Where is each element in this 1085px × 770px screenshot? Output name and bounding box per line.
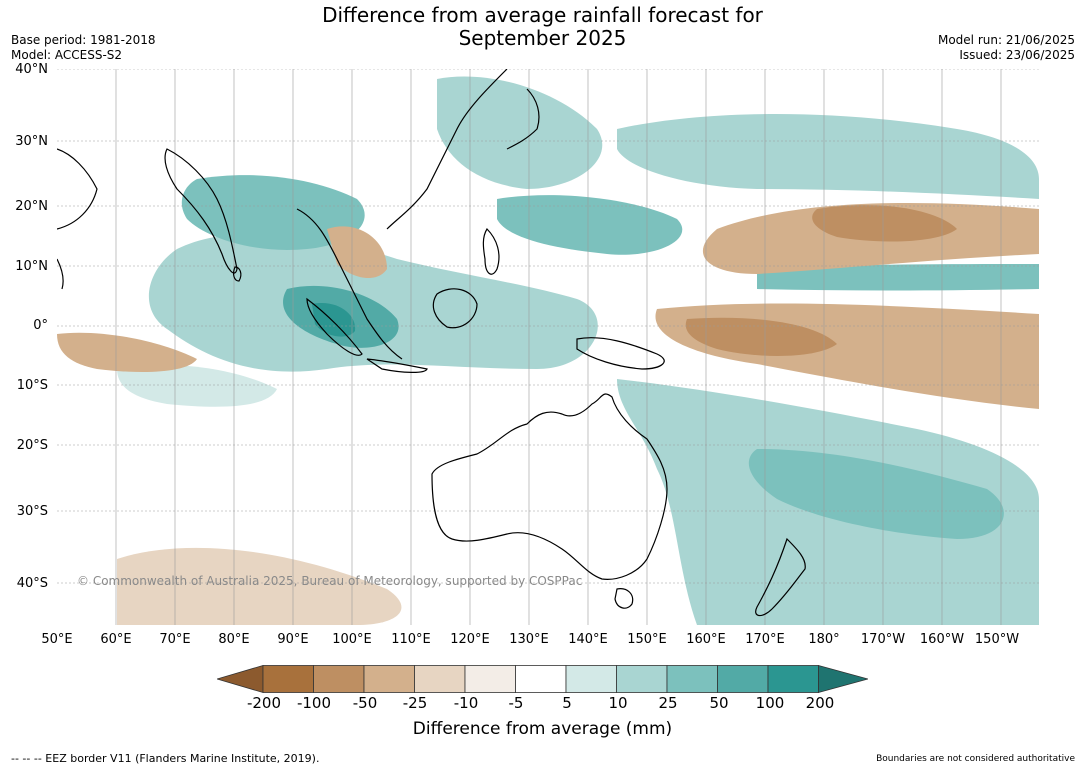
lon-label-60e: 60°E [100, 632, 132, 647]
dry-core-north-pacific [812, 205, 957, 242]
rainfall-map [57, 69, 1039, 625]
colorbar-segment [616, 665, 668, 693]
lon-label-120e: 120°E [450, 632, 490, 647]
lon-label-50e: 50°E [41, 632, 73, 647]
model-name: Model: ACCESS-S2 [11, 48, 123, 62]
meta-right: Model run: 21/06/2025 Issued: 23/06/2025 [938, 33, 1075, 63]
dry-region-indochina [327, 226, 387, 279]
model-run: Model run: 21/06/2025 [937, 33, 1075, 47]
colorbar-segment [262, 665, 314, 693]
china-coastline [386, 69, 508, 230]
dry-core-equatorial-pacific [685, 317, 837, 356]
boundaries-disclaimer: Boundaries are not considered authoritat… [876, 754, 1075, 764]
map-title-line1: Difference from average rainfall forecas… [322, 3, 763, 27]
legend-label-neg100: -100 [296, 694, 332, 712]
wet-core-southwest-pacific [748, 449, 1004, 539]
legend-colorbar [217, 665, 868, 694]
lat-label-10n: 10°N [15, 259, 48, 274]
southeast-asia-coastline [296, 208, 403, 360]
new-zealand-coastline [755, 537, 806, 617]
philippines-coastline [482, 228, 500, 275]
colorbar-segment [414, 665, 466, 693]
lon-label-70e: 70°E [159, 632, 191, 647]
borneo-coastline [432, 288, 478, 329]
lon-label-150w: 150°W [974, 632, 1020, 647]
legend-label-5: 5 [562, 694, 572, 712]
sumatra-coastline [306, 297, 363, 356]
legend-label-neg10: -10 [453, 694, 479, 712]
lat-label-30s: 30°S [16, 504, 48, 519]
colorbar-segment [363, 665, 415, 693]
colorbar-segment [313, 665, 365, 693]
lon-label-90e: 90°E [277, 632, 309, 647]
lat-label-30n: 30°N [15, 134, 48, 149]
india-coastline [164, 148, 238, 274]
dry-region-west-indian [57, 332, 197, 372]
lon-label-170e: 170°E [745, 632, 785, 647]
colorbar-segment [464, 665, 516, 693]
colorbar-segment [767, 665, 819, 693]
wet-band-equatorial-pacific [757, 264, 1039, 291]
java-coastline [366, 358, 428, 373]
legend-label-neg200: -200 [246, 694, 282, 712]
tasmania-coastline [614, 588, 634, 609]
lon-label-150e: 150°E [627, 632, 667, 647]
coastlines [57, 69, 806, 617]
wet-region-south-indian [117, 365, 277, 407]
map-title-line2: September 2025 [458, 26, 627, 50]
lon-label-170w: 170°W [860, 632, 906, 647]
colorbar-segment [565, 665, 617, 693]
colorbar-segment [515, 665, 567, 693]
lat-label-10s: 10°S [16, 378, 48, 393]
wet-region-north-pacific [617, 114, 1039, 199]
dry-region-south-indian [117, 547, 402, 625]
map-graticule [57, 69, 1039, 625]
legend-label-50: 50 [709, 694, 729, 712]
lon-label-100e: 100°E [332, 632, 372, 647]
rainfall-anomaly-fields [57, 76, 1039, 625]
legend-label-neg5: -5 [508, 694, 524, 712]
colorbar-segment [666, 665, 718, 693]
wet-region-east-asia [437, 76, 603, 189]
legend-label-25: 25 [658, 694, 678, 712]
lon-label-160w: 160°W [919, 632, 965, 647]
colorbar-segment [717, 665, 769, 693]
legend-label-200: 200 [805, 694, 835, 712]
lat-label-40s: 40°S [16, 576, 48, 591]
lon-label-130e: 130°E [509, 632, 549, 647]
legend-label-neg50: -50 [352, 694, 378, 712]
arabia-coastline [57, 148, 98, 230]
wet-region-south-asia [181, 175, 365, 250]
africa-coastline [57, 258, 64, 290]
colorbar-extend-min [217, 665, 264, 694]
lat-label-20s: 20°S [16, 438, 48, 453]
eez-border-note: -- -- -- EEZ border V11 (Flanders Marine… [11, 752, 320, 765]
lat-label-40n: 40°N [15, 62, 48, 77]
lon-label-110e: 110°E [391, 632, 431, 647]
lon-label-160e: 160°E [686, 632, 726, 647]
australia-coastline [431, 393, 668, 580]
copyright-notice: © Commonwealth of Australia 2025, Bureau… [77, 574, 583, 588]
colorbar-extend-max [818, 665, 868, 694]
legend-title: Difference from average (mm) [412, 719, 673, 739]
base-period: Base period: 1981-2018 [11, 33, 156, 47]
issued-date: Issued: 23/06/2025 [959, 48, 1075, 62]
lon-label-180: 180° [808, 632, 840, 647]
meta-left: Base period: 1981-2018 Model: ACCESS-S2 [11, 33, 156, 63]
lon-label-80e: 80°E [218, 632, 250, 647]
legend-label-100: 100 [755, 694, 785, 712]
sri-lanka-coastline [233, 266, 242, 282]
japan-coastline [506, 88, 540, 150]
lat-label-20n: 20°N [15, 199, 48, 214]
lat-label-0: 0° [33, 318, 48, 333]
wet-region-philippine-sea [497, 195, 683, 255]
map-title: Difference from average rainfall forecas… [260, 4, 825, 50]
legend-label-neg25: -25 [402, 694, 428, 712]
legend-label-10: 10 [608, 694, 628, 712]
lon-label-140e: 140°E [568, 632, 608, 647]
new-guinea-coastline [576, 337, 665, 370]
